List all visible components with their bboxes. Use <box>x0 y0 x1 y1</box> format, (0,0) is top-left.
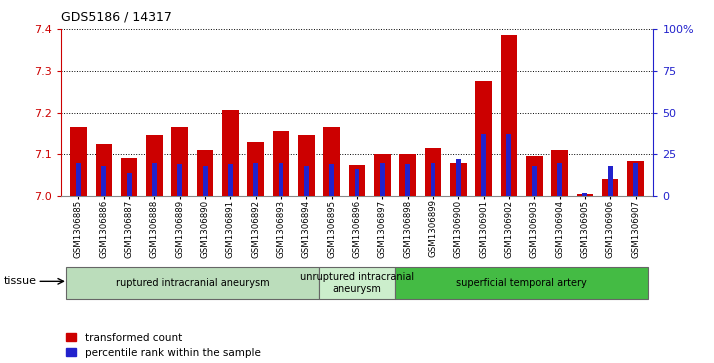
Bar <box>253 163 258 196</box>
Text: GSM1306903: GSM1306903 <box>530 200 539 258</box>
Bar <box>101 166 106 196</box>
Bar <box>298 135 315 196</box>
Bar <box>481 134 486 196</box>
Bar <box>70 127 86 196</box>
Bar <box>501 35 517 196</box>
Legend: transformed count, percentile rank within the sample: transformed count, percentile rank withi… <box>66 333 261 358</box>
Bar <box>557 163 562 196</box>
Bar <box>431 163 436 196</box>
Bar <box>532 166 537 196</box>
Bar <box>146 135 163 196</box>
Bar <box>526 156 543 196</box>
Bar <box>348 165 366 196</box>
Bar <box>152 163 157 196</box>
Text: GSM1306886: GSM1306886 <box>99 200 109 258</box>
Bar <box>121 159 137 196</box>
Bar <box>425 148 441 196</box>
Bar <box>248 142 264 196</box>
Bar <box>171 127 188 196</box>
Bar <box>628 160 644 196</box>
Bar <box>583 193 588 196</box>
Bar <box>126 173 131 196</box>
Text: GSM1306895: GSM1306895 <box>327 200 336 258</box>
Bar <box>577 194 593 196</box>
Text: unruptured intracranial
aneurysm: unruptured intracranial aneurysm <box>300 272 414 294</box>
Text: GSM1306894: GSM1306894 <box>302 200 311 258</box>
Bar <box>96 144 112 196</box>
Bar <box>76 163 81 196</box>
Bar <box>374 154 391 196</box>
Text: GSM1306904: GSM1306904 <box>555 200 564 258</box>
Text: GSM1306906: GSM1306906 <box>605 200 615 258</box>
Text: GSM1306900: GSM1306900 <box>454 200 463 258</box>
Bar <box>405 164 410 196</box>
Text: superficial temporal artery: superficial temporal artery <box>456 278 587 288</box>
Text: GSM1306890: GSM1306890 <box>201 200 209 258</box>
Bar <box>66 267 319 299</box>
Text: tissue: tissue <box>4 276 36 286</box>
Bar <box>380 163 385 196</box>
Bar <box>278 163 283 196</box>
Bar <box>329 164 334 196</box>
Bar <box>456 159 461 196</box>
Text: GSM1306897: GSM1306897 <box>378 200 387 258</box>
Bar <box>450 163 466 196</box>
Text: GSM1306885: GSM1306885 <box>74 200 83 258</box>
Bar <box>476 81 492 196</box>
Bar <box>304 166 309 196</box>
Text: GSM1306899: GSM1306899 <box>428 200 438 257</box>
Text: GSM1306893: GSM1306893 <box>276 200 286 258</box>
Bar <box>197 150 213 196</box>
Text: GSM1306887: GSM1306887 <box>124 200 134 258</box>
Bar <box>399 154 416 196</box>
Bar <box>319 267 395 299</box>
Text: GSM1306891: GSM1306891 <box>226 200 235 258</box>
Bar <box>355 169 359 196</box>
Text: GSM1306889: GSM1306889 <box>175 200 184 258</box>
Bar <box>506 134 511 196</box>
Bar <box>203 166 208 196</box>
Bar <box>608 166 613 196</box>
Bar <box>273 131 289 196</box>
Text: GSM1306907: GSM1306907 <box>631 200 640 258</box>
Text: GSM1306901: GSM1306901 <box>479 200 488 258</box>
Bar <box>323 127 340 196</box>
Bar <box>177 164 182 196</box>
Text: GSM1306902: GSM1306902 <box>505 200 513 258</box>
Bar <box>395 267 648 299</box>
Bar <box>602 179 618 196</box>
Bar <box>222 110 238 196</box>
Text: GSM1306896: GSM1306896 <box>353 200 361 258</box>
Text: GDS5186 / 14317: GDS5186 / 14317 <box>61 11 171 24</box>
Text: GSM1306888: GSM1306888 <box>150 200 159 258</box>
Text: GSM1306898: GSM1306898 <box>403 200 412 258</box>
Text: GSM1306892: GSM1306892 <box>251 200 260 258</box>
Text: ruptured intracranial aneurysm: ruptured intracranial aneurysm <box>116 278 269 288</box>
Bar <box>551 150 568 196</box>
Text: GSM1306905: GSM1306905 <box>580 200 590 258</box>
Bar <box>633 163 638 196</box>
Bar <box>228 164 233 196</box>
